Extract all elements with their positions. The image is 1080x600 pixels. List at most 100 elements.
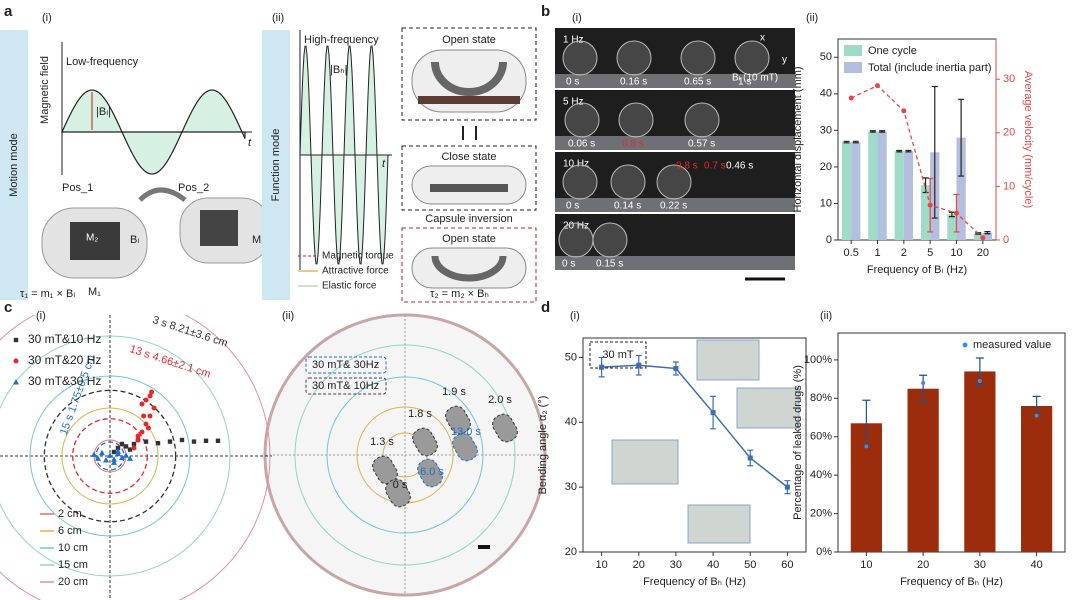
legend-label: Elastic force — [322, 281, 377, 292]
photo-floor — [555, 136, 795, 150]
bar — [982, 232, 993, 240]
annotation: |Bₕ| — [330, 64, 348, 76]
panel-label: (i) — [42, 12, 52, 24]
point — [215, 438, 221, 443]
magnet — [70, 222, 120, 260]
point — [131, 441, 137, 447]
ring — [29, 375, 191, 537]
time-label: 0.14 s — [614, 201, 641, 212]
capsule — [618, 102, 654, 138]
legend-label: 20 cm — [58, 576, 88, 588]
capsule-trace — [492, 413, 518, 443]
annotation: M₂ — [86, 233, 98, 244]
annotation: High-frequency — [304, 34, 379, 46]
point — [111, 449, 117, 455]
x-axis-title: Frequency of Bₕ (Hz) — [643, 576, 746, 588]
annotation: |Bₗ| — [96, 106, 111, 118]
y2-tick-label: 0 — [1003, 234, 1009, 246]
time-label: 0.8 s — [622, 139, 644, 150]
time-label: 2.0 s — [488, 394, 512, 406]
point — [149, 389, 155, 395]
x-tick-label: 1 — [874, 247, 880, 259]
error-bar — [948, 211, 955, 218]
point — [147, 393, 153, 399]
frequency-label: 10 Hz — [563, 159, 589, 170]
point — [131, 445, 137, 451]
point — [127, 455, 133, 461]
line-point — [927, 202, 933, 208]
error-bar — [852, 140, 859, 144]
frequency-label: 20 Hz — [563, 221, 589, 232]
photo-frames: 1 Hz 0 s 0.16 s 0.65 s 1 s 5 Hz 0.06 s 0.8 s 0.5… — [555, 28, 795, 270]
line-point — [848, 95, 854, 101]
inset — [696, 339, 760, 381]
time-label: 0.46 s — [726, 161, 753, 172]
time-label: 0 s — [562, 259, 575, 270]
y-tick-label: 60% — [810, 431, 832, 443]
capsule — [734, 40, 770, 76]
bar — [947, 214, 957, 240]
y-tick-label: 40 — [820, 88, 832, 100]
y-tick-label: 80% — [810, 392, 832, 404]
point — [91, 451, 97, 457]
legend-swatch — [844, 62, 862, 73]
error-bar — [931, 85, 938, 219]
capsule — [562, 164, 598, 200]
frequency-label: 1 Hz — [563, 35, 584, 46]
capsule — [680, 40, 716, 76]
mode-band — [262, 30, 290, 300]
x-tick-label: 50 — [744, 559, 756, 571]
line-point — [710, 410, 716, 416]
y-tick-label: 30 — [565, 481, 577, 493]
state-label: Open state — [442, 233, 496, 245]
time-label: 0.06 s — [568, 139, 595, 150]
capsule — [610, 164, 646, 200]
axis-title: Magnetic field — [39, 56, 51, 124]
y-axis-title: Bending angle α₂ (°) — [537, 396, 549, 495]
point — [151, 405, 157, 411]
x-tick-label: 0.5 — [844, 247, 859, 259]
x-tick-label: 30 — [670, 559, 682, 571]
photo-floor — [555, 256, 795, 270]
point — [145, 425, 151, 431]
y-tick-label: 20 — [565, 546, 577, 558]
point — [141, 413, 147, 419]
bar — [868, 131, 878, 240]
error-bar — [879, 130, 886, 133]
y2-tick-label: 20 — [1003, 127, 1015, 139]
point — [143, 421, 149, 427]
mode-label: Motion mode — [8, 133, 20, 197]
frequency-label: 5 Hz — [563, 97, 584, 108]
annotation: 30 mT — [602, 349, 633, 361]
legend-label: 30 mT&10 Hz — [28, 332, 101, 346]
line-point — [901, 108, 907, 114]
legend-marker — [13, 358, 19, 364]
legend-label: 30 mT& 10Hz — [312, 380, 379, 392]
legend-label: 6 cm — [58, 525, 82, 537]
panel-label: (ii) — [806, 12, 818, 24]
error-bar — [869, 130, 876, 133]
inset-photos — [611, 339, 800, 544]
legend-marker — [13, 337, 19, 343]
time-label: 1 s — [738, 77, 751, 88]
state-label: Close state — [441, 151, 496, 163]
x-tick-label: 20 — [633, 559, 645, 571]
x-tick-label: 10 — [950, 247, 962, 259]
bar — [907, 388, 939, 552]
point — [155, 441, 161, 446]
y-tick-label: 40% — [810, 469, 832, 481]
x-tick-label: 10 — [595, 559, 607, 571]
point — [143, 439, 149, 444]
y-tick-label: 20% — [810, 507, 832, 519]
bar — [1021, 406, 1053, 552]
point — [139, 401, 145, 407]
mean-circle — [43, 389, 177, 523]
capsule — [564, 102, 600, 138]
bar — [973, 233, 983, 240]
bar — [920, 185, 931, 240]
state-label: Open state — [442, 34, 496, 46]
point — [167, 439, 173, 444]
line — [601, 364, 788, 488]
legend-label: Magnetic torque — [322, 251, 394, 262]
